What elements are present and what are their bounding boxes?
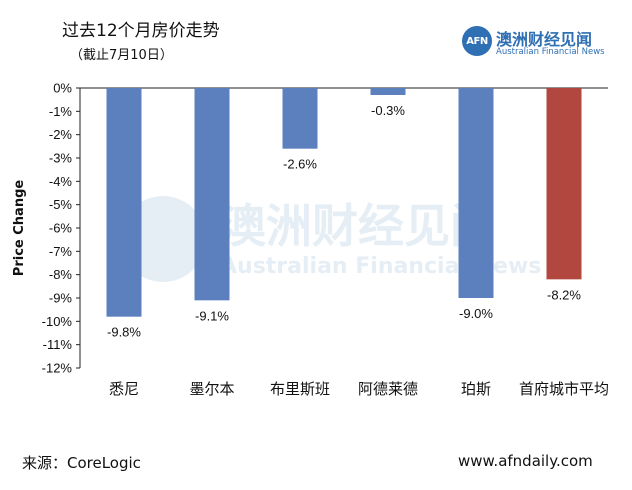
y-tick-label: -10% (42, 314, 73, 329)
y-tick-label: -3% (49, 151, 73, 166)
logo-name-en: Australian Financial News (496, 47, 605, 57)
category-label: 布里斯班 (270, 380, 330, 398)
category-label: 珀斯 (461, 380, 491, 398)
y-tick-label: -11% (43, 337, 73, 352)
category-label: 阿德莱德 (358, 380, 418, 398)
chart-title: 过去12个月房价走势 (62, 21, 220, 41)
y-tick-label: -2% (49, 127, 73, 142)
data-label: -2.6% (283, 157, 317, 172)
afn-logo-icon: AFN (462, 26, 492, 56)
bar (458, 88, 494, 298)
logo-name-cn: 澳洲财经见闻 (496, 30, 593, 49)
data-label: -9.1% (195, 308, 229, 323)
data-label: -9.0% (459, 306, 493, 321)
bar (282, 88, 318, 149)
y-tick-label: -9% (49, 291, 73, 306)
y-tick-label: -8% (49, 267, 73, 282)
category-label: 首府城市平均 (519, 380, 609, 398)
website-url: www.afndaily.com (458, 452, 593, 470)
category-label: 墨尔本 (189, 380, 234, 398)
y-tick-label: -6% (49, 221, 73, 236)
y-axis-label: Price Change (12, 180, 27, 277)
bar (194, 88, 230, 301)
data-label: -0.3% (371, 103, 405, 118)
source-note: 来源：CoreLogic (22, 454, 141, 472)
y-tick-label: -12% (42, 361, 73, 376)
bar (546, 88, 582, 280)
y-tick-label: -7% (49, 244, 73, 259)
bar (106, 88, 142, 317)
y-tick-label: -1% (49, 104, 73, 119)
afn-logo: AFN 澳洲财经见闻 Australian Financial News (462, 26, 612, 60)
y-tick-label: -4% (49, 174, 73, 189)
bar (370, 88, 406, 95)
category-label: 悉尼 (109, 380, 139, 398)
chart-subtitle: （截止7月10日） (70, 48, 173, 63)
y-tick-label: -5% (49, 197, 73, 212)
data-label: -8.2% (547, 287, 581, 302)
data-label: -9.8% (107, 325, 141, 340)
y-tick-label: 0% (53, 81, 72, 96)
